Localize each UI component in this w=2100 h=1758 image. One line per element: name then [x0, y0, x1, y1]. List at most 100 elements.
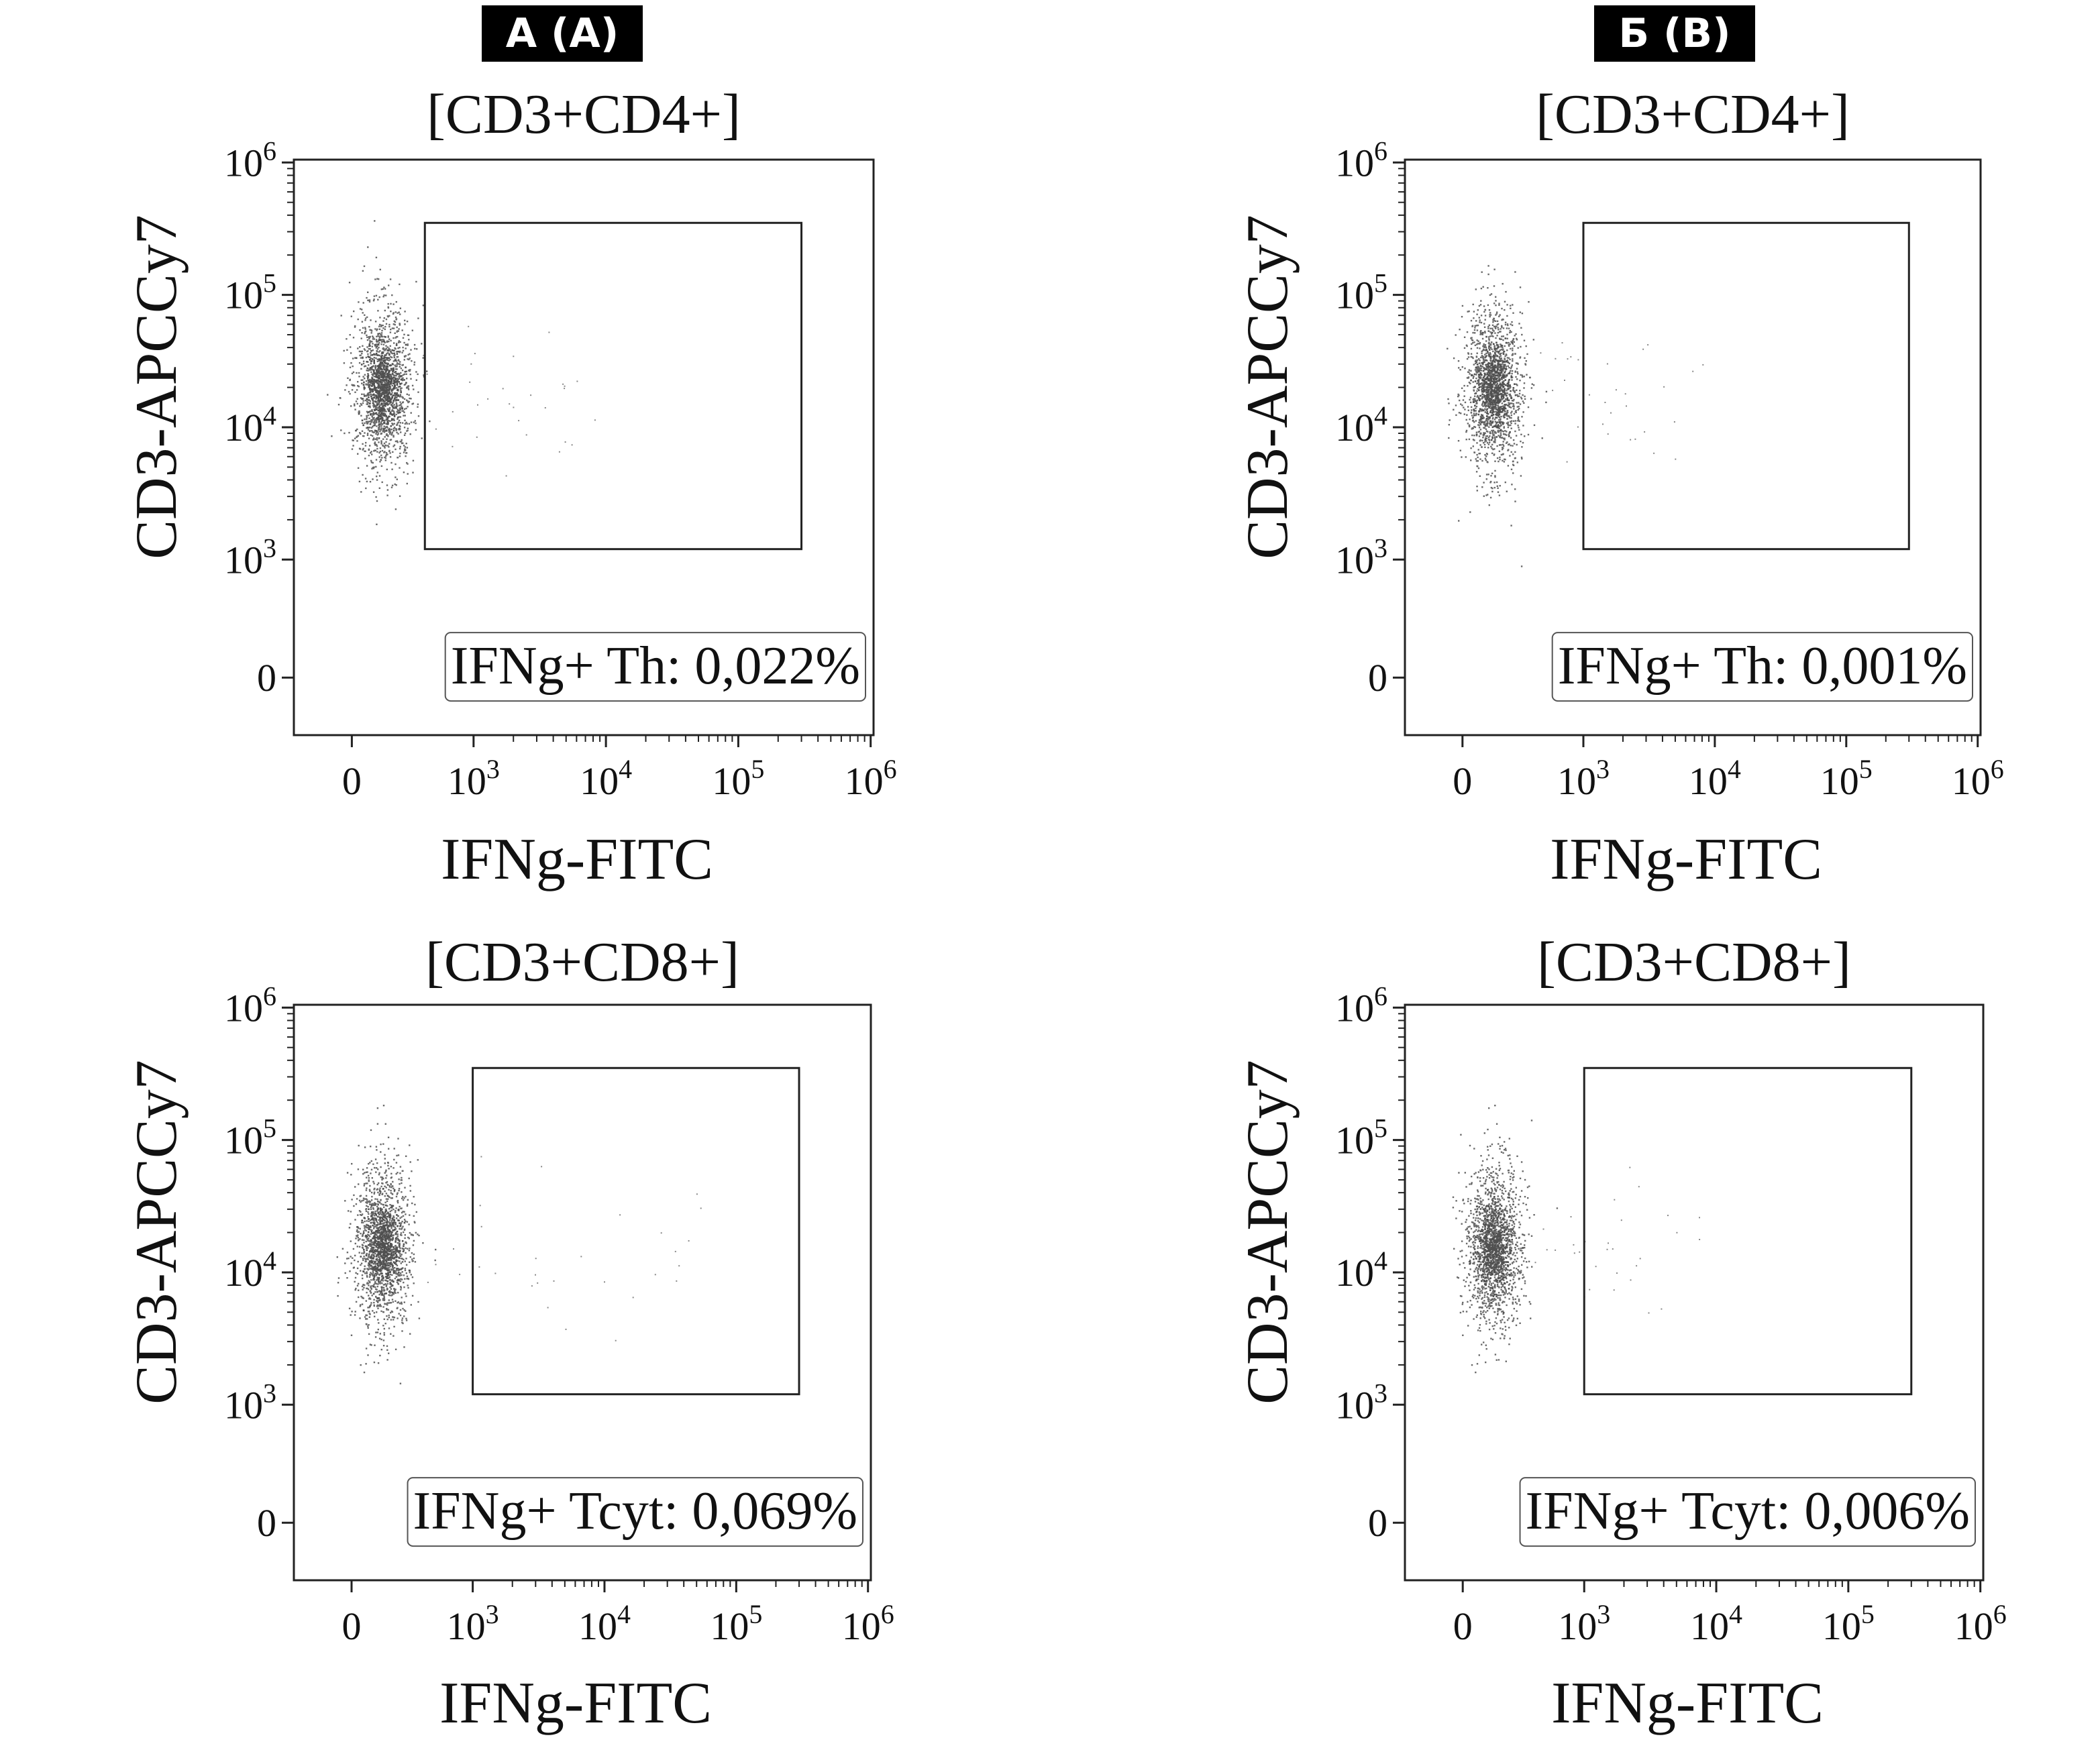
x-tick-label: 103 [447, 1599, 499, 1648]
event-dot [384, 328, 386, 331]
event-dot [1481, 390, 1484, 392]
event-dot [380, 423, 382, 425]
event-dot [1475, 414, 1477, 417]
event-dot [1481, 355, 1483, 358]
event-dot [385, 1177, 387, 1179]
event-dot [1498, 374, 1501, 376]
event-dot [383, 451, 385, 453]
event-dot [1483, 323, 1485, 325]
event-dot [1453, 408, 1455, 410]
event-dot [375, 418, 377, 420]
event-dot [360, 1214, 363, 1216]
event-dot [391, 468, 393, 470]
event-dot [388, 420, 390, 422]
event-dot [1489, 315, 1491, 318]
event-dot [377, 1227, 379, 1229]
event-dot [1517, 417, 1519, 419]
event-dot [1470, 337, 1472, 339]
event-dot [1465, 456, 1467, 458]
event-dot [1494, 325, 1497, 327]
event-dot [1513, 398, 1515, 401]
event-dot [390, 1197, 392, 1199]
event-dot [374, 1187, 376, 1190]
event-dot [388, 431, 390, 433]
event-dot [376, 413, 379, 416]
event-dot [357, 435, 360, 437]
event-dot [362, 398, 364, 400]
event-dot [1517, 395, 1519, 398]
event-dot [1502, 360, 1504, 362]
event-dot [1492, 375, 1494, 378]
event-dot [1502, 364, 1505, 366]
event-dot [364, 374, 366, 376]
event-dot [404, 432, 407, 435]
event-dot [357, 381, 359, 383]
event-dot [1484, 432, 1486, 434]
event-dot [391, 1274, 393, 1276]
event-dot [397, 312, 399, 314]
event-dot [374, 389, 376, 391]
event-dot [1489, 422, 1491, 425]
event-dot [417, 406, 419, 408]
event-dot [1489, 420, 1492, 423]
event-dot [404, 423, 407, 425]
event-dot [372, 394, 374, 396]
event-dot [1509, 343, 1511, 345]
event-dot [388, 397, 390, 400]
event-dot [407, 1248, 409, 1250]
event-dot [1508, 433, 1510, 436]
event-dot [368, 1288, 370, 1290]
event-dot [387, 403, 390, 406]
event-dot [1504, 406, 1506, 408]
event-dot [366, 1220, 368, 1222]
event-dot [395, 344, 398, 346]
event-dot [1514, 420, 1517, 422]
event-dot [1457, 360, 1460, 362]
event-dot [390, 352, 392, 354]
event-dot [392, 388, 395, 390]
event-dot [1473, 373, 1476, 376]
event-dot [400, 390, 402, 392]
event-dot [388, 398, 390, 401]
event-dot [1488, 504, 1490, 506]
event-dot [1505, 366, 1508, 368]
event-dot [350, 315, 352, 317]
event-dot [1490, 379, 1493, 381]
event-dot [1498, 408, 1500, 410]
event-dot [1486, 373, 1489, 376]
event-dot [1520, 327, 1522, 329]
event-dot [1524, 395, 1526, 398]
event-dot [1487, 388, 1490, 391]
event-dot [396, 364, 398, 366]
event-dot [392, 1293, 395, 1295]
event-dot [1476, 486, 1478, 488]
event-dot [1485, 440, 1487, 442]
event-dot [1517, 408, 1519, 411]
event-dot [1516, 339, 1518, 341]
event-dot [396, 431, 398, 434]
event-dot [1519, 357, 1521, 359]
event-dot [401, 441, 403, 443]
event-dot [1493, 389, 1496, 392]
event-dot [374, 405, 376, 407]
event-dot [1491, 414, 1493, 417]
event-dot [397, 1154, 400, 1156]
event-dot [1497, 389, 1499, 391]
event-dot [1510, 376, 1513, 379]
event-dot [386, 1267, 388, 1269]
event-dot [1466, 414, 1468, 416]
event-dot [368, 1180, 370, 1183]
event-dot [1516, 384, 1518, 386]
event-dot [1500, 392, 1502, 395]
event-dot [398, 1313, 400, 1315]
event-dot [369, 410, 371, 413]
scatter-panel-1: 0 103 104 105 1060103104105106[CD3+CD4+]IFNg… [124, 83, 897, 892]
event-dot [374, 345, 376, 347]
event-dot [1506, 390, 1508, 392]
event-dot [1483, 423, 1485, 425]
event-dot [1475, 360, 1477, 362]
event-dot [391, 396, 393, 398]
event-dot [399, 307, 401, 309]
event-dot [376, 1198, 378, 1201]
event-dot [1495, 402, 1498, 404]
